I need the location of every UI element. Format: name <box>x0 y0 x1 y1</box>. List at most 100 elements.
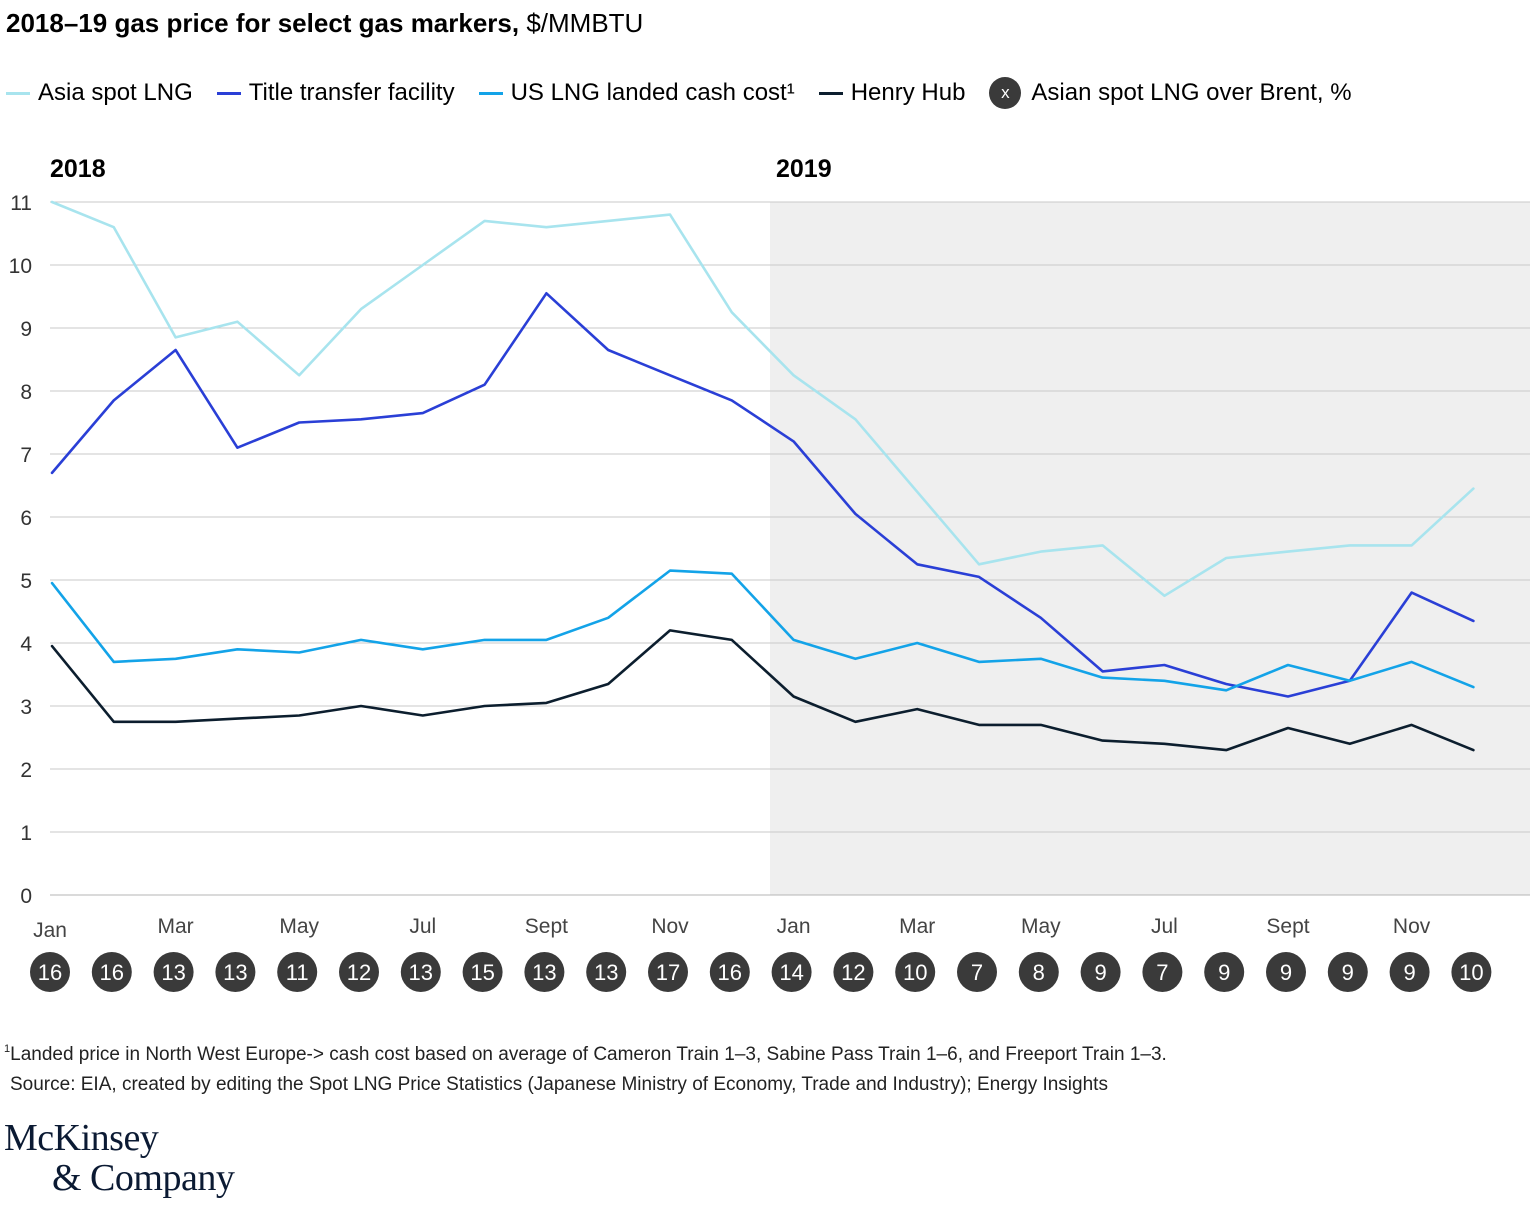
series-line-0 <box>50 200 1475 598</box>
y-tick-label: 10 <box>9 255 32 278</box>
badge-value: 7 <box>1156 960 1168 985</box>
series-line-2 <box>50 569 1475 692</box>
badge-value: 17 <box>656 960 680 985</box>
legend-item-henry-hub: Henry Hub <box>818 79 966 107</box>
x-tick-label: Mar <box>899 915 935 938</box>
badge-circle <box>1142 952 1183 992</box>
badge-circle <box>1266 952 1306 992</box>
y-tick-label: 4 <box>20 633 32 656</box>
legend-label-ttf: Title transfer facility <box>248 79 455 106</box>
badge-value: 8 <box>1033 960 1045 985</box>
badge-circle <box>1204 952 1245 992</box>
legend-label-henry-hub: Henry Hub <box>850 79 966 106</box>
badge-circle <box>895 952 936 992</box>
badge-value: 9 <box>1342 960 1354 985</box>
chart-title: 2018–19 gas price for select gas markers… <box>6 6 643 40</box>
mckinsey-logo: McKinsey & Company <box>4 1117 235 1199</box>
legend-label-badge: Asian spot LNG over Brent, % <box>1031 79 1352 106</box>
legend-item-ttf: Title transfer facility <box>216 79 455 107</box>
badge-circle <box>709 952 750 992</box>
legend-label-us-lng: US LNG landed cash cost¹ <box>510 79 795 106</box>
y-tick-label: 5 <box>20 570 32 593</box>
legend-swatch-us-lng <box>478 91 503 95</box>
badge-value: 16 <box>100 960 124 985</box>
x-tick-label: Nov <box>1393 915 1431 938</box>
badge-circle <box>153 952 194 992</box>
legend-item-asia-spot-lng: Asia spot LNG <box>6 79 193 107</box>
x-tick-label: Mar <box>158 915 194 938</box>
y-tick-label: 6 <box>20 507 32 530</box>
y-tick-label: 1 <box>20 822 32 845</box>
badge-value: 10 <box>903 960 927 985</box>
legend-swatch-ttf <box>216 91 241 95</box>
legend-item-us-lng: US LNG landed cash cost¹ <box>478 79 795 107</box>
badge-circle <box>1327 952 1368 992</box>
x-tick-label: Jul <box>1151 915 1178 938</box>
badge-value: 9 <box>1218 960 1230 985</box>
legend-swatch-henry-hub <box>818 91 843 95</box>
y-tick-label: 3 <box>20 696 32 719</box>
x-tick-label: Jan <box>33 919 67 942</box>
y-tick-label: 8 <box>20 381 32 404</box>
badge-circle <box>957 952 997 992</box>
badge-circle <box>1389 952 1430 992</box>
badge-circle <box>524 952 565 992</box>
x-tick-label: May <box>279 915 319 938</box>
x-tick-label: Jan <box>777 915 811 938</box>
badge-value: 16 <box>38 960 62 985</box>
badge-circle <box>91 952 132 992</box>
badge-circle <box>1080 952 1121 992</box>
legend-label-asia-spot-lng: Asia spot LNG <box>38 79 193 106</box>
legend-badge-symbol: x <box>1001 83 1010 102</box>
legend: Asia spot LNG Title transfer facility US… <box>6 76 1376 110</box>
x-tick-label: May <box>1021 915 1061 938</box>
footnote-line-1: 1Landed price in North West Europe-> cas… <box>4 1034 1167 1070</box>
source-line: Source: EIA, created by editing the Spot… <box>10 1074 1108 1095</box>
x-tick-label: Sept <box>1266 915 1309 938</box>
badge-value: 9 <box>1094 960 1106 985</box>
logo-line-1: McKinsey <box>4 1117 159 1159</box>
badge-value: 13 <box>594 960 618 985</box>
badge-circle <box>400 952 441 992</box>
badge-value: 9 <box>1280 960 1292 985</box>
x-tick-label: Jul <box>409 915 436 938</box>
badge-value: 11 <box>286 960 309 985</box>
y-tick-label: 11 <box>10 192 32 215</box>
badge-value: 10 <box>1459 960 1483 985</box>
badge-value: 13 <box>161 960 185 985</box>
badge-circle <box>339 952 379 992</box>
badge-value: 13 <box>409 960 433 985</box>
badge-value: 13 <box>532 960 556 985</box>
badge-circle <box>771 952 812 992</box>
y-tick-label: 2 <box>20 759 32 782</box>
badge-value: 7 <box>971 960 983 985</box>
legend-item-badge: x Asian spot LNG over Brent, % <box>989 77 1352 109</box>
badge-value: 12 <box>347 960 371 985</box>
badge-value: 13 <box>223 960 247 985</box>
badge-circle <box>30 952 70 992</box>
y-tick-label: 7 <box>20 444 32 467</box>
badge-value: 15 <box>470 960 494 985</box>
chart-title-unit: $/MMBTU <box>519 8 644 38</box>
footnote-marker: 1 <box>4 1043 11 1055</box>
series-line-3 <box>50 629 1475 752</box>
badge-circle <box>462 952 503 992</box>
y-tick-label: 0 <box>20 885 32 908</box>
badge-value: 9 <box>1403 960 1415 985</box>
badge-value: 16 <box>718 960 742 985</box>
logo-line-2: & Company <box>52 1157 235 1199</box>
chart-title-main: 2018–19 gas price for select gas markers… <box>6 8 520 38</box>
x-tick-label: Nov <box>651 915 689 938</box>
badge-circle <box>277 952 318 992</box>
legend-badge-icon: x <box>989 77 1022 109</box>
footnote: 1Landed price in North West Europe-> cas… <box>4 1034 1167 1100</box>
year-label-2018: 2018 <box>50 155 106 183</box>
badge-circle <box>1451 952 1492 992</box>
legend-swatch-asia-spot-lng <box>6 91 30 95</box>
year-label-2019: 2019 <box>776 155 832 183</box>
badge-value: 12 <box>841 960 865 985</box>
y-tick-label: 9 <box>20 318 32 341</box>
badge-circle <box>586 952 627 992</box>
badge-circle <box>833 952 874 992</box>
